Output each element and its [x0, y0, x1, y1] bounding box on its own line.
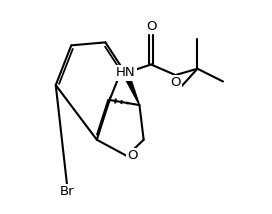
Text: O: O	[128, 149, 138, 162]
Text: O: O	[146, 20, 156, 33]
Text: HN: HN	[116, 67, 135, 79]
Polygon shape	[123, 72, 140, 105]
Text: Br: Br	[60, 186, 74, 198]
Text: O: O	[170, 76, 181, 89]
